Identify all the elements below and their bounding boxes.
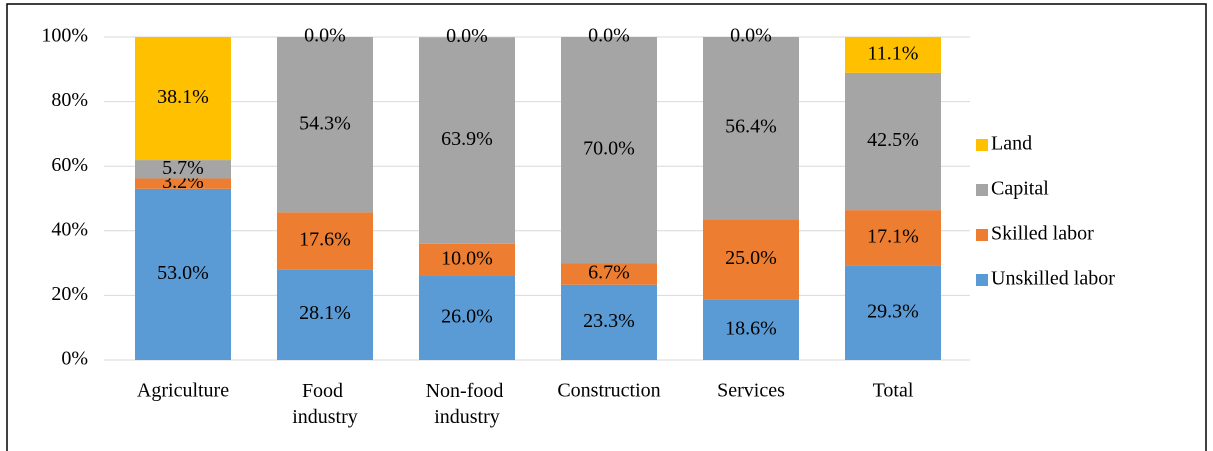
y-tick-label: 0% [61, 348, 88, 370]
bar-segment [561, 263, 657, 285]
x-tick-label: Non-food industry [426, 380, 509, 428]
data-label: 23.3% [583, 310, 635, 332]
legend-label: Skilled labor [991, 223, 1094, 245]
bar-segment [845, 72, 941, 211]
data-label: 28.1% [299, 302, 351, 324]
x-tick-label: Food industry [292, 380, 358, 428]
bar-segment [419, 243, 515, 277]
bar-segment [419, 37, 515, 244]
legend-swatch [976, 229, 988, 241]
data-label: 0.0% [730, 25, 772, 47]
data-label: 18.6% [725, 318, 777, 340]
data-label: 17.6% [299, 228, 351, 250]
legend-label: Capital [991, 178, 1049, 200]
y-tick-label: 20% [51, 283, 88, 305]
legend-swatch [976, 184, 988, 196]
y-tick-label: 80% [51, 89, 88, 111]
data-label: 29.3% [867, 300, 919, 322]
bar-segment [845, 37, 941, 73]
data-label: 26.0% [441, 306, 493, 328]
data-label: 0.0% [588, 25, 630, 47]
data-label: 56.4% [725, 116, 777, 138]
bar-segment [561, 284, 657, 360]
bar-segment [845, 210, 941, 266]
y-tick-label: 40% [51, 218, 88, 240]
data-label: 70.0% [583, 138, 635, 160]
data-label: 0.0% [446, 25, 488, 47]
bar-segment [135, 37, 231, 161]
data-label: 17.1% [867, 225, 919, 247]
bar-segment [703, 37, 799, 220]
bar-segment [703, 219, 799, 300]
data-label: 11.1% [868, 43, 919, 65]
data-label: 25.0% [725, 247, 777, 269]
x-tick-label: Construction [557, 380, 660, 402]
bar-segment [703, 299, 799, 360]
data-label: 5.7% [162, 157, 204, 179]
chart-border [6, 3, 1207, 451]
data-label: 54.3% [299, 112, 351, 134]
bar-segment [277, 37, 373, 213]
legend-label: Unskilled labor [991, 268, 1115, 290]
bar-segment [277, 269, 373, 360]
bar-segment [135, 188, 231, 360]
data-label: 63.9% [441, 128, 493, 150]
bar-segment [845, 265, 941, 360]
bar-segment [419, 276, 515, 360]
legend-swatch [976, 139, 988, 151]
data-label: 53.0% [157, 262, 209, 284]
data-label: 38.1% [157, 86, 209, 108]
x-tick-label: Total [873, 380, 914, 402]
bar-segment [135, 178, 231, 189]
data-label: 6.7% [588, 262, 630, 284]
y-tick-label: 100% [41, 25, 88, 47]
bar-segment [561, 37, 657, 264]
legend-label: Land [991, 133, 1032, 155]
y-tick-label: 60% [51, 154, 88, 176]
bar-segment [135, 160, 231, 179]
data-label: 0.0% [304, 25, 346, 47]
bar-segment [277, 212, 373, 270]
x-tick-label: Agriculture [137, 380, 229, 402]
x-tick-label: Services [717, 380, 785, 402]
legend-swatch [976, 274, 988, 286]
data-label: 10.0% [441, 247, 493, 269]
data-label: 42.5% [867, 129, 919, 151]
